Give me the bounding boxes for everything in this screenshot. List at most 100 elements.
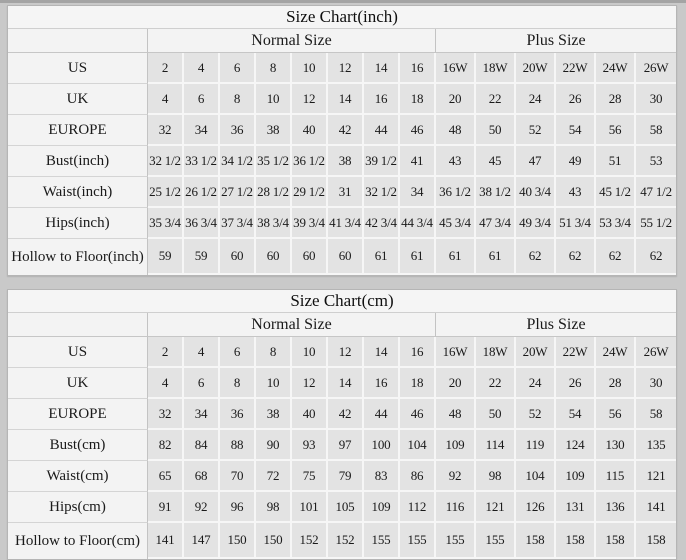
size-cell: 6 <box>184 84 220 115</box>
table-row: EUROPE 32 34 36 38 40 42 44 46 48 50 52 54 56 58 <box>8 115 677 146</box>
size-cell: 158 <box>556 523 596 559</box>
size-cell: 18 <box>400 84 436 115</box>
size-cell: 83 <box>364 461 400 492</box>
size-cell: 4 <box>148 368 184 399</box>
size-cell: 44 3/4 <box>400 208 436 239</box>
size-cell: 98 <box>256 492 292 523</box>
size-cell: 48 <box>436 115 476 146</box>
size-cell: 49 3/4 <box>516 208 556 239</box>
size-cell: 36 <box>220 399 256 430</box>
size-cell: 8 <box>256 53 292 84</box>
size-cell: 39 1/2 <box>364 146 400 177</box>
size-cell: 18W <box>476 337 516 368</box>
size-cell: 52 <box>516 399 556 430</box>
size-cell: 38 <box>256 399 292 430</box>
corner-cell <box>8 29 148 53</box>
size-cell: 54 <box>556 399 596 430</box>
size-cell: 61 <box>364 239 400 275</box>
size-cell: 38 <box>256 115 292 146</box>
size-cell: 47 <box>516 146 556 177</box>
size-cell: 4 <box>184 337 220 368</box>
size-cell: 2 <box>148 53 184 84</box>
size-cell: 34 1/2 <box>220 146 256 177</box>
top-edge <box>0 0 686 3</box>
size-cell: 22 <box>476 368 516 399</box>
size-cell: 6 <box>220 337 256 368</box>
size-cell: 51 3/4 <box>556 208 596 239</box>
size-cell: 26 <box>556 84 596 115</box>
size-cell: 70 <box>220 461 256 492</box>
size-cell: 93 <box>292 430 328 461</box>
row-label: EUROPE <box>8 115 148 146</box>
size-cell: 41 3/4 <box>328 208 364 239</box>
size-cell: 150 <box>256 523 292 559</box>
size-cell: 32 <box>148 399 184 430</box>
table-row: Hollow to Floor(inch) 59 59 60 60 60 60 61 61 61 6… <box>8 239 677 275</box>
size-cell: 92 <box>184 492 220 523</box>
size-cell: 121 <box>636 461 677 492</box>
size-cell: 98 <box>476 461 516 492</box>
size-cell: 45 3/4 <box>436 208 476 239</box>
size-cell: 155 <box>364 523 400 559</box>
size-cell: 90 <box>256 430 292 461</box>
size-cell: 6 <box>220 53 256 84</box>
size-cell: 86 <box>400 461 436 492</box>
size-cell: 116 <box>436 492 476 523</box>
size-cell: 141 <box>148 523 184 559</box>
size-cell: 8 <box>220 368 256 399</box>
size-cell: 10 <box>256 84 292 115</box>
size-cell: 20 <box>436 368 476 399</box>
size-cell: 12 <box>292 368 328 399</box>
size-cell: 14 <box>364 337 400 368</box>
size-cell: 82 <box>148 430 184 461</box>
size-cell: 55 1/2 <box>636 208 677 239</box>
size-cell: 56 <box>596 399 636 430</box>
row-label: Hollow to Floor(cm) <box>8 523 148 559</box>
size-cell: 36 1/2 <box>436 177 476 208</box>
row-label: Waist(inch) <box>8 177 148 208</box>
table-row: Waist(inch) 25 1/2 26 1/2 27 1/2 28 1/2 29 1/… <box>8 177 677 208</box>
size-cell: 152 <box>328 523 364 559</box>
size-cell: 109 <box>556 461 596 492</box>
table-row: Bust(inch) 32 1/2 33 1/2 34 1/2 35 1/2 36 1/2… <box>8 146 677 177</box>
size-cell: 112 <box>400 492 436 523</box>
size-cell: 59 <box>148 239 184 275</box>
size-cell: 115 <box>596 461 636 492</box>
size-cell: 12 <box>328 53 364 84</box>
size-cell: 36 <box>220 115 256 146</box>
size-cell: 104 <box>400 430 436 461</box>
size-cell: 158 <box>516 523 556 559</box>
size-cell: 121 <box>476 492 516 523</box>
size-cell: 52 <box>516 115 556 146</box>
size-cell: 26 <box>556 368 596 399</box>
size-cell: 46 <box>400 115 436 146</box>
size-cell: 36 3/4 <box>184 208 220 239</box>
size-cell: 28 1/2 <box>256 177 292 208</box>
size-cell: 20W <box>516 337 556 368</box>
size-cell: 25 1/2 <box>148 177 184 208</box>
size-cell: 155 <box>476 523 516 559</box>
size-cell: 42 <box>328 115 364 146</box>
size-cell: 40 <box>292 115 328 146</box>
size-cell: 10 <box>292 53 328 84</box>
size-cell: 42 <box>328 399 364 430</box>
size-cell: 152 <box>292 523 328 559</box>
size-cell: 10 <box>292 337 328 368</box>
size-cell: 22 <box>476 84 516 115</box>
table-row: EUROPE 32 34 36 38 40 42 44 46 48 50 52 54 56 58 <box>8 399 677 430</box>
size-cell: 155 <box>436 523 476 559</box>
size-cell: 16 <box>400 337 436 368</box>
table-row: US 2 4 6 8 10 12 14 16 16W 18W 20W 22W 24W 26W <box>8 53 677 84</box>
size-cell: 27 1/2 <box>220 177 256 208</box>
size-cell: 12 <box>328 337 364 368</box>
size-cell: 109 <box>364 492 400 523</box>
size-cell: 61 <box>400 239 436 275</box>
size-cell: 54 <box>556 115 596 146</box>
size-cell: 34 <box>400 177 436 208</box>
size-cell: 155 <box>400 523 436 559</box>
size-cell: 24W <box>596 337 636 368</box>
size-cell: 10 <box>256 368 292 399</box>
size-cell: 44 <box>364 399 400 430</box>
size-cell: 47 1/2 <box>636 177 677 208</box>
row-label: Hips(cm) <box>8 492 148 523</box>
